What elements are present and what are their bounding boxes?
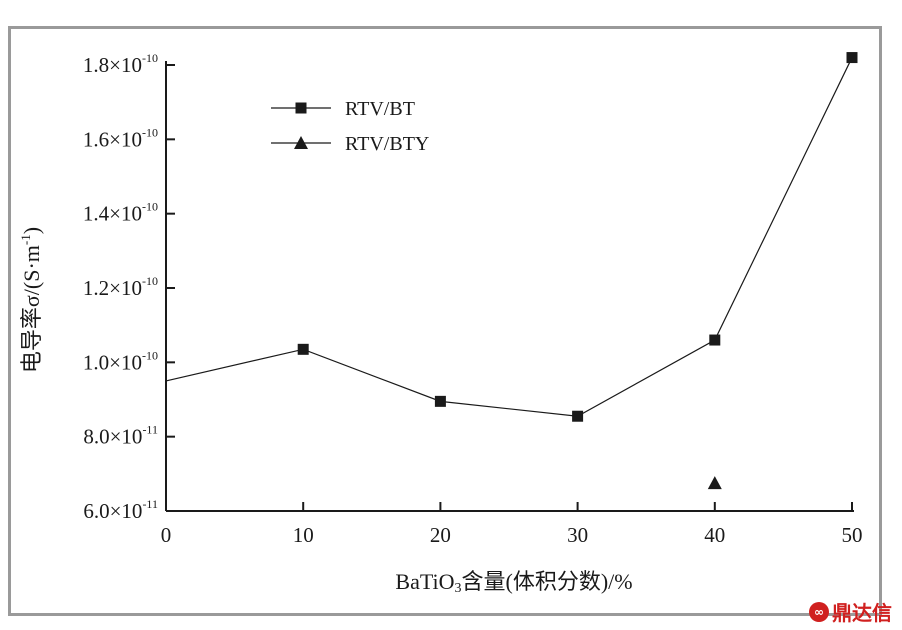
watermark: ∞ 鼎达信 bbox=[809, 597, 892, 626]
rtv-bt-line bbox=[165, 57, 853, 417]
x-tick-label: 0 bbox=[161, 523, 172, 547]
wechat-icon: ∞ bbox=[809, 601, 829, 622]
y-tick-labels: 6.0×10-11 8.0×10-11 1.0×10-10 1.2×10-10 1.4×… bbox=[83, 51, 158, 523]
series-layer bbox=[165, 52, 858, 490]
y-tick-label: 1.6×10-10 bbox=[83, 125, 158, 151]
x-tick-label: 30 bbox=[567, 523, 588, 547]
legend-label-rtv-bt: RTV/BT bbox=[345, 98, 415, 120]
y-tick-label: 6.0×10-11 bbox=[83, 497, 158, 523]
rtv-bt-point bbox=[709, 334, 721, 346]
legend-marker-rtv-bty bbox=[294, 136, 308, 149]
y-axis-title: 电导率σ/(S·m-1) bbox=[18, 227, 44, 373]
x-axis-title: BaTiO3含量(体积分数)/% bbox=[395, 569, 632, 596]
y-tick-label: 1.0×10-10 bbox=[83, 348, 158, 374]
conductivity-chart: 6.0×10-11 8.0×10-11 1.0×10-10 1.2×10-10 1.4×… bbox=[18, 51, 863, 596]
x-tick-labels: 0 10 20 30 40 50 bbox=[161, 523, 863, 547]
watermark-text: 鼎达信 bbox=[832, 601, 892, 625]
legend-marker-rtv-bt bbox=[295, 102, 307, 114]
x-tick-label: 40 bbox=[704, 523, 725, 547]
legend: RTV/BT RTV/BTY bbox=[271, 98, 429, 155]
rtv-bt-point bbox=[434, 395, 446, 407]
legend-label-rtv-bty: RTV/BTY bbox=[345, 133, 429, 155]
y-tick-label: 8.0×10-11 bbox=[83, 423, 158, 449]
rtv-bty-point bbox=[707, 476, 722, 490]
x-tick-label: 20 bbox=[430, 523, 451, 547]
rtv-bt-point bbox=[297, 343, 309, 355]
y-tick-label: 1.8×10-10 bbox=[83, 51, 158, 77]
y-tick-label: 1.2×10-10 bbox=[83, 274, 158, 300]
y-tick-label: 1.4×10-10 bbox=[83, 200, 158, 226]
x-tick-label: 10 bbox=[293, 523, 314, 547]
axes bbox=[165, 61, 854, 512]
rtv-bt-point bbox=[572, 410, 584, 422]
chart-frame: 6.0×10-11 8.0×10-11 1.0×10-10 1.2×10-10 1.4×… bbox=[8, 26, 882, 616]
x-tick-label: 50 bbox=[842, 523, 863, 547]
rtv-bt-point bbox=[846, 52, 858, 64]
